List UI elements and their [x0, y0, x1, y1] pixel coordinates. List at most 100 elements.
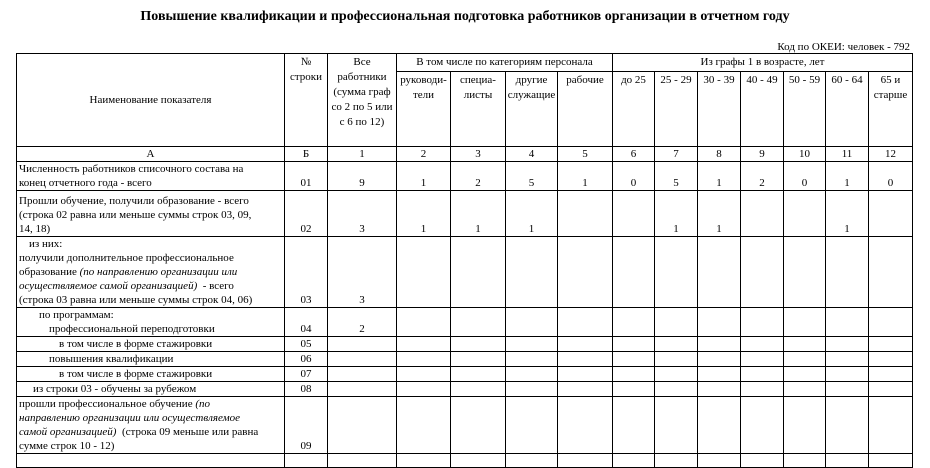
row-name-line: получили дополнительное профессиональное [19, 251, 282, 265]
row-name: в том числе в форме стажировки [16, 336, 285, 352]
row-number: 06 [284, 351, 328, 367]
row-value: 0 [868, 161, 913, 191]
row-name-text: 14, 18) [19, 223, 51, 235]
row-name-text: в том числе в форме стажировки [59, 368, 213, 380]
row-value [868, 366, 913, 382]
row-name-line: в том числе в форме стажировки [19, 368, 282, 381]
column-code: 8 [697, 146, 741, 162]
row-value: 5 [654, 161, 698, 191]
row-name-line: прошли профессиональное обучение (по [19, 398, 282, 412]
row-value [505, 453, 558, 468]
row-value: 3 [327, 236, 397, 308]
row-value [783, 307, 826, 337]
row-value [505, 381, 558, 397]
row-value [327, 351, 397, 367]
row-value [327, 453, 397, 468]
row-value [396, 236, 451, 308]
row-name-line: направлению организации или осуществляем… [19, 411, 282, 425]
row-value [868, 336, 913, 352]
row-value [505, 307, 558, 337]
row-value [612, 236, 655, 308]
okei-code: Код по ОКЕИ: человек - 792 [777, 41, 910, 53]
row-value [783, 336, 826, 352]
row-name-line: Прошли обучение, получили образование - … [19, 194, 282, 208]
row-value [868, 381, 913, 397]
training-table: Наименование показателя № строки Все работ… [16, 53, 913, 468]
row-name-line: профессиональной переподготовки [19, 322, 282, 336]
row-name: из строки 03 - обучены за рубежом [16, 381, 285, 397]
row-value [396, 336, 451, 352]
row-value [450, 236, 506, 308]
row-value [612, 381, 655, 397]
row-value [284, 453, 328, 468]
header-category: другие служащие [505, 71, 558, 147]
row-value [740, 453, 784, 468]
row-value [450, 381, 506, 397]
row-name: Прошли обучение, получили образование - … [16, 190, 285, 237]
row-number: 07 [284, 366, 328, 382]
row-value [654, 366, 698, 382]
row-value [450, 366, 506, 382]
row-name-text: самой организацией) [19, 426, 117, 438]
row-value: 1 [450, 190, 506, 237]
table-row: в том числе в форме стажировки 05 [16, 336, 913, 352]
row-name-line: самой организацией) (строка 09 меньше ил… [19, 425, 282, 439]
row-value: 0 [783, 161, 826, 191]
row-value: 1 [825, 190, 869, 237]
row-value [612, 307, 655, 337]
row-value [16, 453, 285, 468]
row-value [557, 351, 613, 367]
row-name-text: прошли профессиональное обучение [19, 398, 196, 410]
column-code: А [16, 146, 285, 162]
row-value: 5 [505, 161, 558, 191]
row-value [654, 381, 698, 397]
row-value [505, 336, 558, 352]
row-name: в том числе в форме стажировки [16, 366, 285, 382]
row-name-line: (строка 03 равна или меньше суммы строк … [19, 293, 282, 307]
row-value [450, 453, 506, 468]
table-row [16, 453, 913, 468]
column-code: 10 [783, 146, 826, 162]
row-value [783, 190, 826, 237]
header-age: 30 - 39 [697, 71, 741, 147]
row-value [654, 336, 698, 352]
table-row: из строки 03 - обучены за рубежом 08 [16, 381, 913, 397]
row-value [868, 453, 913, 468]
row-value [612, 453, 655, 468]
header-category: рабочие [557, 71, 613, 147]
row-name-line: образование (по направлению организации … [19, 265, 282, 279]
row-value [557, 190, 613, 237]
row-value [697, 236, 741, 308]
table-row: по программам: профессиональной переподго… [16, 307, 913, 337]
row-number: 04 [284, 307, 328, 337]
row-name-text: сумме строк 10 - 12) [19, 440, 115, 452]
row-value [697, 453, 741, 468]
header-age: до 25 [612, 71, 655, 147]
row-value [612, 336, 655, 352]
row-name-line: в том числе в форме стажировки [19, 338, 282, 351]
row-value [396, 381, 451, 397]
row-value [740, 190, 784, 237]
table-row: из них: получили дополнительное профессио… [16, 236, 913, 308]
row-value [612, 351, 655, 367]
header-row: Наименование показателя № строки Все работ… [16, 53, 913, 147]
row-value [557, 236, 613, 308]
column-code: Б [284, 146, 328, 162]
row-value [557, 366, 613, 382]
row-value [327, 366, 397, 382]
row-value: 1 [697, 190, 741, 237]
page-title: Повышение квалификации и профессиональна… [140, 9, 790, 24]
row-name-line: по программам: [19, 309, 282, 323]
header-category: руководи-тели [396, 71, 451, 147]
row-value [740, 351, 784, 367]
row-value [450, 351, 506, 367]
row-value: 0 [612, 161, 655, 191]
column-code: 12 [868, 146, 913, 162]
row-value [825, 396, 869, 454]
header-subrow: руководи-тели специа-листы другие служащие… [17, 71, 913, 147]
row-value: 1 [505, 190, 558, 237]
row-name-line: 14, 18) [19, 222, 282, 236]
row-name-line: Численность работников списочного состав… [19, 163, 282, 177]
row-value [740, 366, 784, 382]
row-name-line: повышения квалификации [19, 353, 282, 366]
